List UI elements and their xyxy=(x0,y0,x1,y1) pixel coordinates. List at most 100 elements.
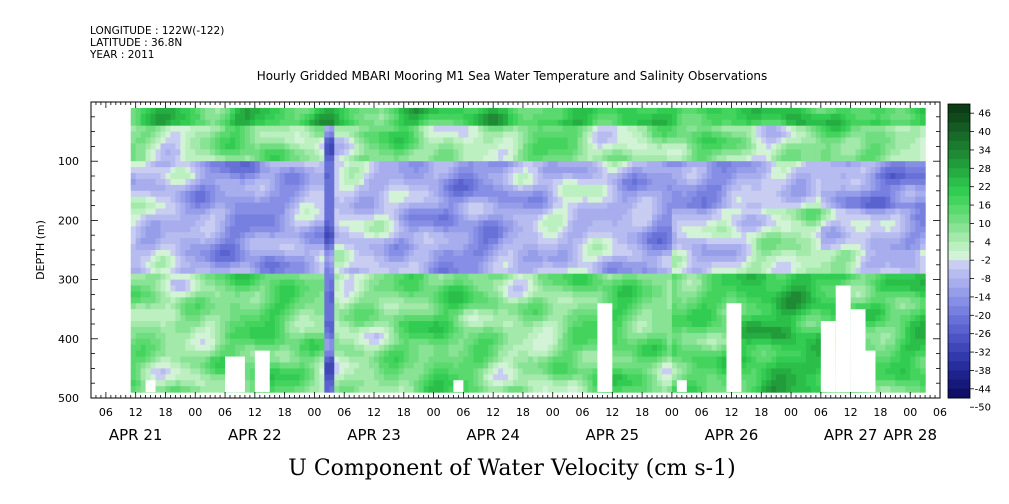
heatmap-cell xyxy=(627,178,633,186)
heatmap-cell xyxy=(632,107,638,115)
heatmap-cell xyxy=(473,167,479,174)
heatmap-cell xyxy=(567,380,574,387)
heatmap-cell xyxy=(150,119,157,127)
heatmap-cell xyxy=(508,321,514,328)
heatmap-cell xyxy=(617,184,623,192)
heatmap-cell xyxy=(329,220,335,227)
heatmap-cell xyxy=(448,178,455,186)
heatmap-cell xyxy=(597,220,603,227)
heatmap-cell xyxy=(493,250,499,257)
heatmap-cell xyxy=(289,279,296,287)
heatmap-cell xyxy=(403,350,410,358)
heatmap-cell xyxy=(215,238,221,245)
heatmap-cell xyxy=(438,285,445,293)
heatmap-cell xyxy=(269,338,276,346)
heatmap-cell xyxy=(522,137,529,145)
heatmap-cell xyxy=(299,220,306,227)
heatmap-cell xyxy=(244,309,251,316)
heatmap-cell xyxy=(562,309,569,316)
heatmap-cell xyxy=(135,226,142,233)
heatmap-cell xyxy=(622,238,628,245)
heatmap-cell xyxy=(200,244,206,251)
heatmap-cell xyxy=(508,285,514,293)
heatmap-cell xyxy=(304,279,311,287)
heatmap-cell xyxy=(453,190,459,198)
heatmap-cell xyxy=(418,309,425,316)
heatmap-cell xyxy=(433,113,440,121)
heatmap-cell xyxy=(468,386,474,393)
heatmap-cell xyxy=(349,196,355,204)
heatmap-cell xyxy=(448,220,455,227)
heatmap-cell xyxy=(547,315,554,322)
heatmap-cell xyxy=(220,208,226,216)
heatmap-cell xyxy=(130,107,137,115)
heatmap-cell xyxy=(239,332,246,340)
heatmap-cell xyxy=(413,309,420,316)
heatmap-cell xyxy=(632,338,638,346)
heatmap-cell xyxy=(294,386,301,393)
heatmap-cell xyxy=(612,167,618,174)
heatmap-cell xyxy=(254,250,261,257)
heatmap-cell xyxy=(319,279,325,287)
heatmap-cell xyxy=(557,155,564,162)
heatmap-cell xyxy=(284,362,291,369)
heatmap-cell xyxy=(180,303,186,310)
heatmap-cell xyxy=(215,113,221,121)
heatmap-cell xyxy=(473,386,479,393)
heatmap-cell xyxy=(274,267,281,275)
heatmap-cell xyxy=(572,107,579,115)
heatmap-cell xyxy=(393,119,400,127)
heatmap-cell xyxy=(503,321,509,328)
heatmap-cell xyxy=(572,380,579,387)
heatmap-cell xyxy=(264,238,271,245)
heatmap-cell xyxy=(374,190,380,198)
heatmap-cell xyxy=(279,297,286,304)
heatmap-cell xyxy=(304,368,311,375)
heatmap-cell xyxy=(220,161,226,168)
heatmap-cell xyxy=(294,226,301,233)
heatmap-cell xyxy=(329,362,335,369)
heatmap-cell xyxy=(433,184,440,192)
heatmap-cell xyxy=(557,214,564,221)
heatmap-cell xyxy=(532,368,539,375)
heatmap-cell xyxy=(398,226,405,233)
heatmap-cell xyxy=(205,326,211,334)
heatmap-cell xyxy=(513,321,519,328)
heatmap-cell xyxy=(627,238,633,245)
heatmap-cell xyxy=(617,368,623,375)
heatmap-cell xyxy=(135,285,142,293)
heatmap-cell xyxy=(403,220,410,227)
heatmap-cell xyxy=(200,190,206,198)
heatmap-cell xyxy=(155,190,162,198)
heatmap-cell xyxy=(309,344,316,352)
heatmap-cell xyxy=(230,190,236,198)
heatmap-cell xyxy=(364,244,370,251)
heatmap-cell xyxy=(279,232,286,239)
heatmap-cell xyxy=(503,255,509,263)
heatmap-cell xyxy=(374,380,380,387)
heatmap-cell xyxy=(567,220,574,227)
heatmap-cell xyxy=(632,149,638,156)
heatmap-cell xyxy=(324,285,330,293)
heatmap-cell xyxy=(493,113,499,121)
heatmap-cell xyxy=(522,131,529,139)
heatmap-cell xyxy=(473,196,479,204)
heatmap-cell xyxy=(220,386,226,393)
heatmap-cell xyxy=(483,244,489,251)
heatmap-cell xyxy=(483,119,489,127)
heatmap-cell xyxy=(299,321,306,328)
heatmap-cell xyxy=(329,303,335,310)
heatmap-cell xyxy=(493,273,499,281)
heatmap-cell xyxy=(225,267,231,275)
heatmap-cell xyxy=(378,161,385,168)
heatmap-cell xyxy=(180,232,186,239)
heatmap-cell xyxy=(567,261,574,269)
heatmap-cell xyxy=(145,374,152,381)
heatmap-cell xyxy=(438,202,445,210)
heatmap-cell xyxy=(259,125,266,133)
heatmap-cell xyxy=(130,131,137,139)
heatmap-cell xyxy=(259,309,266,316)
heatmap-cell xyxy=(274,113,281,121)
heatmap-cell xyxy=(234,143,241,150)
heatmap-cell xyxy=(587,184,594,192)
